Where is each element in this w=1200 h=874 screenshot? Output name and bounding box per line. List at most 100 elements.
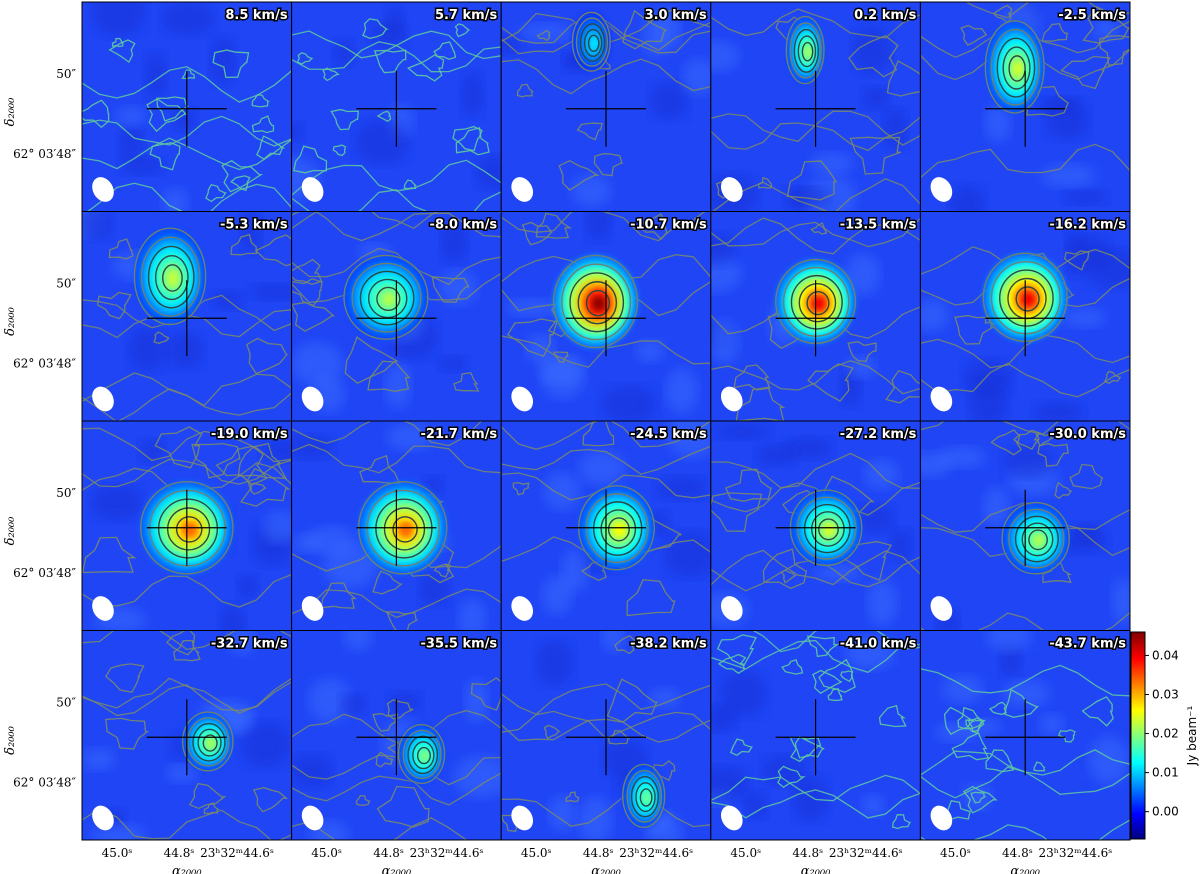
beam-ellipse: [511, 596, 534, 621]
emission-contour: [561, 263, 632, 341]
emission-level: [591, 295, 606, 312]
noise-blob: [144, 52, 168, 99]
ytick-label: 62° 03′48″: [13, 147, 76, 161]
emission-contour: [990, 28, 1041, 106]
velocity-label: -43.7 km/s: [1049, 637, 1126, 652]
velocity-label: -8.0 km/s: [430, 218, 498, 233]
noise-contour: [710, 549, 921, 586]
noise-contour: [82, 808, 292, 840]
noise-blob: [291, 754, 333, 788]
noise-blob: [338, 693, 367, 715]
noise-blob: [165, 764, 198, 783]
xtick-label: 44.8ˢ: [1002, 846, 1033, 860]
noise-blob: [714, 423, 771, 440]
noise-blob: [667, 421, 711, 458]
noise-blob: [440, 221, 468, 264]
emission-contour: [810, 511, 845, 547]
noise-blob: [119, 156, 164, 175]
emission-contour: [383, 507, 426, 551]
noise-contour: [710, 217, 921, 248]
emission-contour: [793, 28, 820, 73]
noise-blob: [82, 211, 113, 240]
noise-contour: [251, 115, 275, 134]
noise-contour: [1037, 442, 1069, 467]
noise-contour: [710, 774, 921, 802]
noise-contour: [920, 421, 1131, 436]
noise-contour: [188, 782, 227, 810]
noise-blob: [984, 103, 1012, 143]
velocity-label: -27.2 km/s: [840, 427, 917, 442]
noise-contour: [812, 669, 843, 695]
noise-contour: [807, 363, 854, 402]
noise-contour: [780, 569, 798, 584]
channel-panel: -38.2 km/s: [500, 630, 712, 841]
beam-ellipse: [511, 386, 534, 412]
beam-ellipse: [930, 386, 953, 412]
noise-blob: [236, 574, 259, 600]
noise-contour: [614, 635, 635, 655]
noise-blob: [664, 531, 711, 578]
noise-contour: [516, 83, 534, 98]
noise-contour: [710, 360, 921, 395]
channel-panel: -10.7 km/s: [500, 211, 712, 422]
noise-contour: [254, 234, 292, 267]
emission-contour: [782, 266, 850, 337]
noise-contour: [230, 175, 251, 192]
xlabel: α₂₀₀₀: [801, 864, 831, 874]
noise-contour: [330, 108, 360, 131]
noise-blob: [249, 283, 292, 300]
channel-panel: -16.2 km/s: [919, 211, 1131, 422]
noise-blob: [128, 326, 167, 372]
noise-blob: [543, 471, 581, 511]
noise-contour: [82, 388, 292, 421]
noise-contour: [291, 301, 336, 332]
noise-contour: [1081, 696, 1114, 727]
emission-contour: [397, 723, 446, 785]
noise-blob: [762, 755, 806, 787]
emission-contour: [192, 722, 226, 762]
noise-contour: [291, 30, 502, 60]
noise-contour: [237, 442, 288, 479]
noise-contour: [82, 66, 292, 103]
noise-blob: [601, 385, 656, 421]
noise-contour: [385, 611, 419, 631]
channel-panel: -13.5 km/s: [710, 211, 921, 422]
noise-contour: [711, 178, 921, 212]
emission-contour: [166, 507, 211, 551]
noise-contour: [920, 612, 1131, 631]
emission-level: [823, 523, 836, 537]
ytick-label: 62° 03′48″: [13, 566, 76, 580]
noise-blob: [578, 451, 625, 486]
noise-contour: [777, 765, 806, 789]
noise-contour: [622, 9, 667, 50]
noise-contour: [558, 159, 600, 191]
velocity-label: -41.0 km/s: [840, 637, 917, 652]
noise-blob: [985, 630, 1032, 652]
noise-contour: [565, 791, 580, 803]
noise-contour: [455, 127, 490, 156]
noise-blob: [438, 355, 468, 373]
ytick-label: 50″: [56, 696, 76, 710]
xtick-label: 44.8ˢ: [583, 846, 614, 860]
emission-level: [613, 522, 626, 537]
noise-contour: [181, 69, 196, 80]
noise-contour: [626, 579, 676, 617]
noise-contour: [710, 8, 921, 39]
ylabel: δ₂₀₀₀: [3, 97, 18, 126]
emission-contour: [1008, 55, 1026, 82]
channel-panel: -27.2 km/s: [710, 420, 921, 631]
noise-contour: [1060, 55, 1111, 90]
noise-contour: [886, 60, 921, 97]
xtick-label: 45.0ˢ: [521, 846, 552, 860]
axes-labels: 50″ 62° 03′48″ δ₂₀₀₀ 50″ 62° 03′48″ δ₂₀₀₀ 50″ 6…: [3, 67, 1112, 874]
panel-frame: [919, 630, 1131, 841]
noise-blob: [209, 37, 236, 85]
emission-contour: [412, 741, 435, 770]
noise-blob: [541, 574, 573, 615]
emission-level: [1012, 61, 1023, 77]
emission-contour: [635, 782, 656, 813]
xtick-label: 23ʰ32ᵐ44.6ˢ: [410, 846, 484, 860]
noise-blob: [889, 528, 913, 561]
xtick-label: 44.8ˢ: [164, 846, 195, 860]
ytick-label: 50″: [56, 67, 76, 81]
